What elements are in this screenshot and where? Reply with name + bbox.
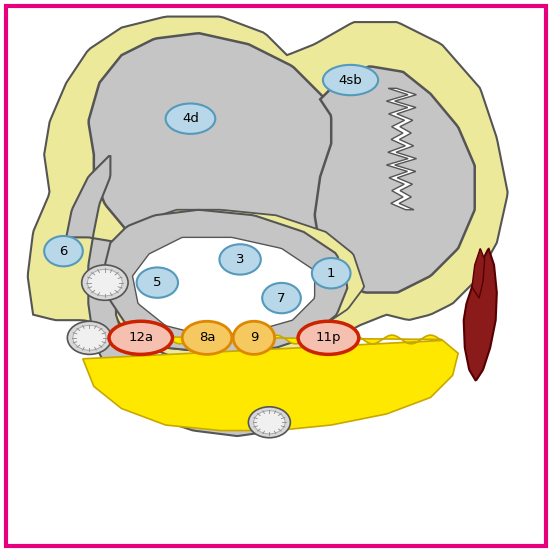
Polygon shape — [105, 210, 347, 353]
Ellipse shape — [137, 267, 178, 298]
Ellipse shape — [248, 407, 290, 438]
Ellipse shape — [67, 321, 112, 354]
Ellipse shape — [87, 269, 123, 296]
Text: 9: 9 — [250, 331, 258, 344]
Ellipse shape — [182, 321, 232, 354]
Text: 4sb: 4sb — [338, 73, 363, 87]
Ellipse shape — [262, 283, 301, 314]
Polygon shape — [99, 210, 364, 353]
Polygon shape — [472, 248, 485, 298]
Polygon shape — [315, 67, 475, 293]
Ellipse shape — [44, 236, 83, 266]
Text: 5: 5 — [153, 276, 162, 289]
Ellipse shape — [312, 258, 351, 288]
Polygon shape — [66, 156, 309, 436]
Text: 12a: 12a — [128, 331, 153, 344]
Ellipse shape — [166, 104, 215, 134]
Ellipse shape — [233, 321, 275, 354]
Polygon shape — [464, 249, 497, 380]
Ellipse shape — [253, 411, 285, 434]
Polygon shape — [28, 17, 508, 370]
Text: 7: 7 — [277, 291, 286, 305]
Ellipse shape — [220, 244, 261, 275]
Polygon shape — [386, 88, 417, 210]
Polygon shape — [83, 335, 458, 431]
Polygon shape — [132, 237, 315, 337]
Text: 11p: 11p — [316, 331, 341, 344]
Ellipse shape — [109, 321, 172, 354]
Text: 3: 3 — [236, 253, 245, 266]
Ellipse shape — [73, 325, 106, 350]
Text: 6: 6 — [59, 245, 68, 258]
Polygon shape — [89, 33, 342, 270]
Ellipse shape — [298, 321, 359, 354]
Ellipse shape — [82, 265, 128, 300]
Text: 4d: 4d — [182, 112, 199, 125]
Text: 1: 1 — [327, 267, 336, 280]
Ellipse shape — [323, 65, 378, 95]
Text: 8a: 8a — [199, 331, 215, 344]
